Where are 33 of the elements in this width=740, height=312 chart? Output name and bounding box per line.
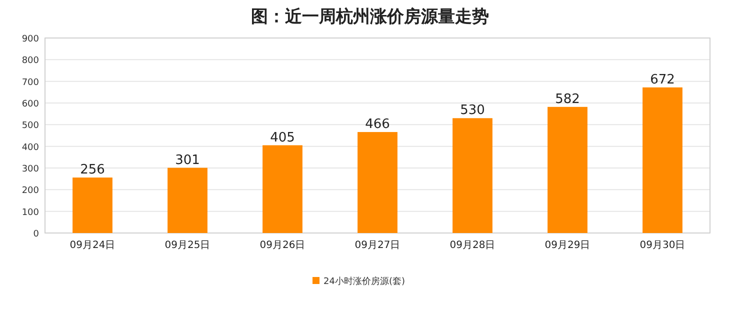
y-tick-label: 0 — [33, 230, 40, 240]
data-label: 256 — [80, 162, 105, 178]
legend-label: 24小时涨价房源(套) — [324, 276, 405, 287]
x-tick-label: 09月26日 — [260, 240, 306, 251]
y-tick-label: 200 — [22, 186, 40, 196]
bar — [642, 87, 682, 233]
y-tick-label: 500 — [22, 121, 40, 132]
data-label: 530 — [460, 103, 485, 118]
y-tick-label: 700 — [22, 78, 40, 88]
y-tick-label: 600 — [22, 100, 40, 110]
y-tick-label: 300 — [22, 164, 40, 174]
data-label: 466 — [365, 117, 390, 132]
bar — [262, 145, 302, 233]
data-label: 301 — [175, 152, 200, 168]
y-tick-label: 100 — [22, 208, 40, 218]
bar — [452, 118, 492, 233]
data-label: 582 — [555, 92, 580, 107]
x-tick-label: 09月25日 — [164, 240, 210, 251]
chart-title: 图：近一周杭州涨价房源量走势 — [251, 7, 489, 27]
y-tick-label: 900 — [22, 34, 40, 44]
x-tick-label: 09月24日 — [70, 240, 116, 251]
y-tick-label: 800 — [22, 56, 40, 66]
bar — [168, 168, 208, 233]
x-tick-label: 09月28日 — [450, 240, 496, 251]
data-label: 405 — [270, 130, 295, 146]
bar — [358, 132, 398, 233]
bar — [548, 106, 588, 233]
x-tick-label: 09月30日 — [640, 240, 686, 251]
y-tick-label: 400 — [22, 142, 40, 153]
x-tick-label: 09月29日 — [544, 240, 590, 251]
bar — [72, 178, 112, 233]
x-tick-label: 09月27日 — [354, 240, 400, 251]
data-label: 672 — [650, 72, 675, 88]
